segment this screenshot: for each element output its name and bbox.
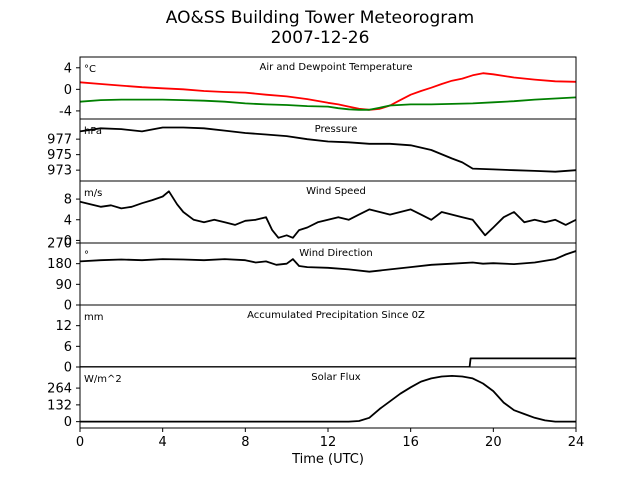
chart-date: 2007-12-26 — [270, 28, 370, 48]
chart-title: AO&SS Building Tower Meteorogram — [165, 8, 475, 28]
temperature-ytick-label: 0 — [64, 83, 72, 98]
wind_direction-series-0 — [80, 250, 576, 273]
solar-series-0 — [80, 374, 576, 423]
solar-title: Solar Flux — [311, 372, 361, 383]
wind_speed-unit: m/s — [84, 188, 102, 199]
precipitation-ytick-label: 12 — [55, 319, 72, 334]
pressure-ytick-label: 973 — [47, 164, 72, 179]
pressure-ytick-label: 975 — [47, 148, 72, 163]
precipitation-ytick-label: 0 — [64, 361, 72, 376]
pressure-series-0 — [80, 126, 576, 173]
wind_speed-series-0 — [80, 190, 576, 239]
temperature-ytick-label: 4 — [64, 61, 72, 76]
wind_speed-ytick-label: 8 — [64, 193, 72, 208]
temperature-unit: °C — [84, 64, 96, 75]
solar-ytick-label: 264 — [47, 382, 72, 397]
xtick-label: 16 — [402, 435, 419, 450]
pressure-ytick-label: 977 — [47, 133, 72, 148]
wind_speed-ytick-label: 0 — [64, 234, 72, 249]
xtick-label: 4 — [159, 435, 167, 450]
wind_speed-ytick-label: 4 — [64, 213, 72, 228]
temperature-series-1 — [80, 96, 576, 111]
temperature-title: Air and Dewpoint Temperature — [260, 62, 413, 73]
temperature-series-0 — [80, 72, 576, 111]
xtick-label: 8 — [241, 435, 249, 450]
wind_direction-ytick-label: 90 — [55, 278, 72, 293]
xtick-label: 24 — [568, 435, 585, 450]
solar-ytick-label: 0 — [64, 415, 72, 430]
pressure-unit: hPa — [84, 126, 102, 137]
precipitation-ytick-label: 6 — [64, 340, 72, 355]
pressure-title: Pressure — [315, 124, 358, 135]
wind_direction-ytick-label: 180 — [47, 257, 72, 272]
xtick-label: 20 — [485, 435, 502, 450]
temperature-ytick-label: -4 — [59, 104, 72, 119]
precipitation-title: Accumulated Precipitation Since 0Z — [247, 310, 425, 321]
xtick-label: 12 — [320, 435, 337, 450]
wind_direction-ytick-label: 0 — [64, 299, 72, 314]
wind_direction-unit: ° — [84, 250, 89, 261]
solar-ytick-label: 132 — [47, 398, 72, 413]
wind_direction-ytick-label: 270 — [47, 237, 72, 252]
precipitation-unit: mm — [84, 312, 103, 323]
wind_direction-title: Wind Direction — [299, 248, 373, 259]
precipitation-series-0 — [80, 357, 576, 367]
xtick-label: 0 — [76, 435, 84, 450]
wind_speed-title: Wind Speed — [306, 186, 366, 197]
x-axis-label: Time (UTC) — [292, 452, 364, 467]
solar-unit: W/m^2 — [84, 374, 122, 385]
